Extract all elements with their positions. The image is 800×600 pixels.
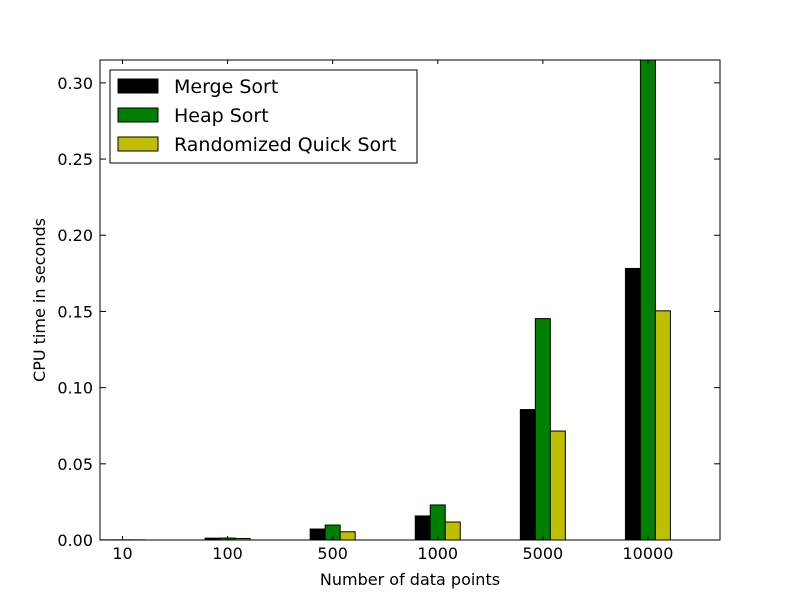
y-tick-label: 0.15 bbox=[57, 302, 93, 321]
x-tick-label: 5000 bbox=[522, 544, 563, 563]
bar bbox=[429, 504, 446, 541]
bar bbox=[639, 59, 656, 541]
bar bbox=[549, 430, 566, 541]
bars-layer bbox=[99, 59, 671, 541]
y-tick-label: 0.05 bbox=[57, 455, 93, 474]
legend-swatch bbox=[117, 107, 159, 123]
ticks-layer: 10 100 500 1000 5000 10000 0.00 0.05 0.10 0.15 0.2… bbox=[57, 60, 720, 563]
x-tick-label: 500 bbox=[317, 544, 348, 563]
x-tick-label: 1000 bbox=[417, 544, 458, 563]
plot-area-frame bbox=[99, 59, 721, 541]
x-tick-label: 10000 bbox=[622, 544, 673, 563]
bar bbox=[519, 409, 536, 541]
bar bbox=[654, 310, 671, 541]
legend-label: Merge Sort bbox=[174, 76, 278, 98]
legend-box bbox=[109, 69, 418, 164]
x-axis-label: Number of data points bbox=[320, 570, 500, 589]
legend-swatch bbox=[117, 136, 159, 152]
y-tick-label: 0.30 bbox=[57, 74, 93, 93]
y-axis-label: CPU time in seconds bbox=[30, 218, 49, 382]
x-tick-label: 10 bbox=[112, 544, 132, 563]
bar bbox=[534, 318, 551, 541]
y-tick-label: 0.20 bbox=[57, 226, 93, 245]
bar bbox=[309, 528, 326, 541]
legend: Merge Sort Heap Sort Randomized Quick Sort bbox=[109, 69, 418, 164]
bar bbox=[624, 267, 641, 541]
bar bbox=[414, 515, 431, 541]
bar bbox=[444, 521, 461, 541]
legend-label: Heap Sort bbox=[174, 105, 269, 127]
y-tick-label: 0.00 bbox=[57, 531, 93, 550]
legend-swatch bbox=[117, 78, 159, 94]
legend-label: Randomized Quick Sort bbox=[174, 134, 396, 156]
y-tick-label: 0.25 bbox=[57, 150, 93, 169]
bar bbox=[339, 531, 356, 541]
y-tick-label: 0.10 bbox=[57, 379, 93, 398]
x-tick-label: 100 bbox=[212, 544, 243, 563]
